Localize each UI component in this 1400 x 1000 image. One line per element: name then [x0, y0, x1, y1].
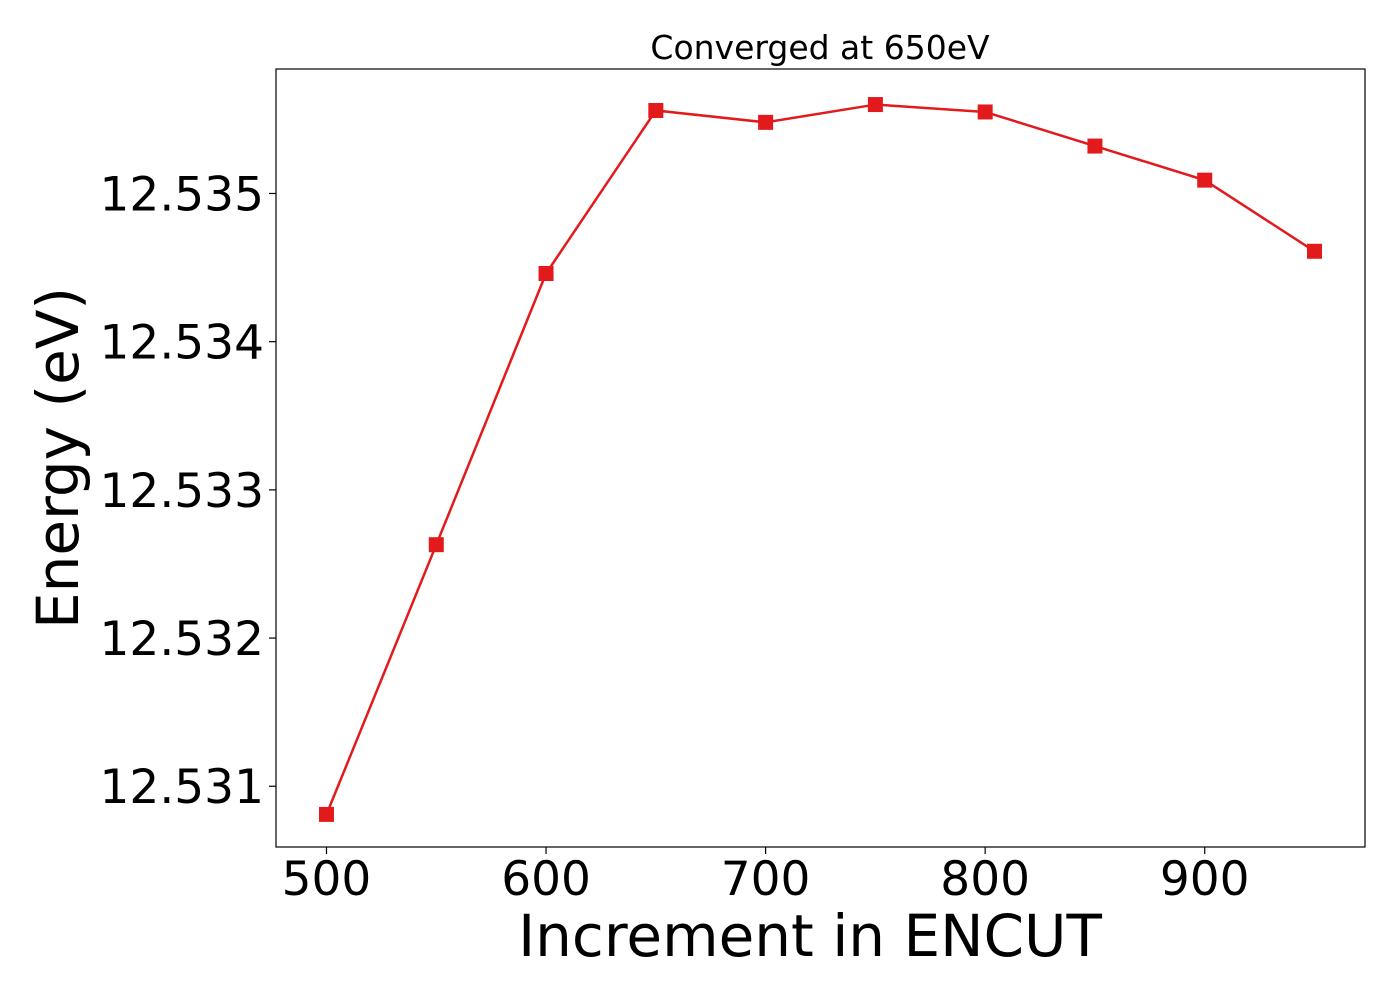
- x-tick-label: 500: [282, 852, 372, 907]
- y-tick-label: 12.534: [100, 316, 264, 371]
- data-point-marker: [867, 97, 883, 113]
- x-axis-ticks: 500 600 700 800 900: [282, 847, 1250, 907]
- data-point-marker: [318, 806, 334, 822]
- chart-title: Converged at 650eV: [650, 28, 990, 67]
- data-point-marker: [977, 104, 993, 120]
- data-point-marker: [648, 102, 664, 118]
- y-tick-label: 12.532: [100, 612, 264, 667]
- plot-area-frame: [275, 68, 1366, 848]
- data-point-marker: [1197, 172, 1213, 188]
- x-tick-label: 900: [1160, 852, 1250, 907]
- data-point-marker: [428, 537, 444, 553]
- data-point-marker: [538, 266, 554, 282]
- y-tick-label: 12.533: [100, 464, 264, 519]
- data-point-marker: [758, 114, 774, 130]
- y-axis-label: Energy (eV): [24, 287, 92, 629]
- data-point-marker: [1087, 138, 1103, 154]
- x-axis-label: Increment in ENCUT: [518, 902, 1102, 970]
- x-tick-label: 600: [501, 852, 591, 907]
- data-point-marker: [1307, 243, 1323, 259]
- x-tick-label: 700: [721, 852, 811, 907]
- y-tick-label: 12.531: [100, 760, 264, 815]
- series-line: [325, 103, 1316, 815]
- y-tick-label: 12.535: [100, 167, 264, 222]
- x-tick-label: 800: [940, 852, 1030, 907]
- y-axis-ticks: 12.531 12.532 12.533 12.534 12.535: [100, 167, 276, 815]
- series-layer: [318, 97, 1323, 822]
